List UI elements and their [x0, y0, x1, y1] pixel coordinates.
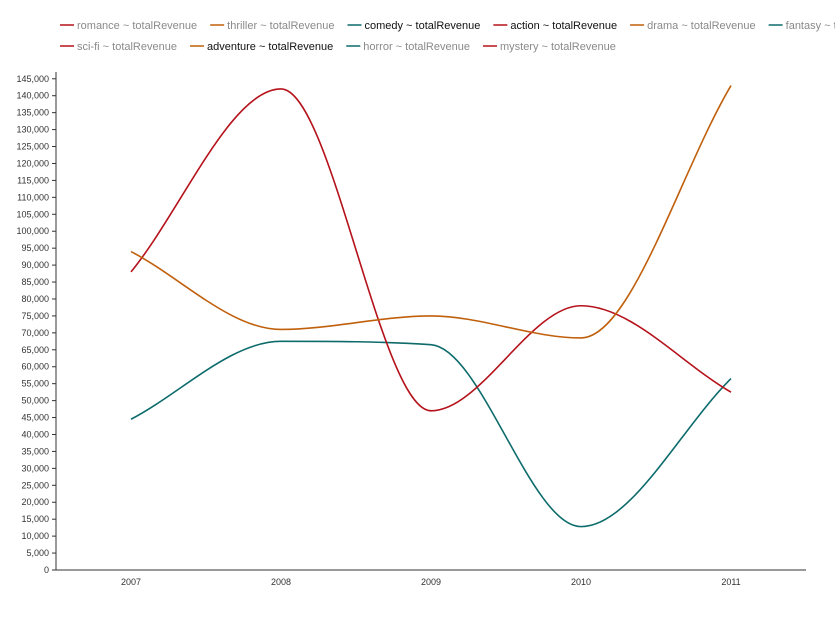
legend-label[interactable]: fantasy ~ totalRevenue [786, 20, 835, 32]
y-tick-label: 50,000 [21, 396, 49, 406]
legend-item[interactable]: mystery ~ totalRevenue [482, 41, 616, 53]
y-tick-label: 10,000 [21, 531, 49, 541]
y-tick-label: 120,000 [16, 158, 49, 168]
legend-label[interactable]: drama ~ totalRevenue [647, 20, 756, 32]
y-tick-label: 25,000 [21, 480, 49, 490]
y-tick-label: 115,000 [17, 175, 49, 185]
y-tick-label: 0 [44, 565, 49, 575]
x-tick-label: 2008 [271, 577, 291, 587]
series-line-comedy[interactable] [130, 340, 732, 528]
legend-item[interactable]: adventure ~ totalRevenue [189, 41, 333, 53]
legend-label[interactable]: horror ~ totalRevenue [363, 41, 470, 53]
legend-item[interactable]: action ~ totalRevenue [493, 20, 617, 32]
series-line-action[interactable] [130, 88, 732, 412]
y-tick-label: 110,000 [17, 192, 49, 202]
legend-label[interactable]: thriller ~ totalRevenue [227, 20, 334, 32]
y-tick-label: 45,000 [21, 413, 49, 423]
series-line-adventure[interactable] [130, 85, 732, 339]
y-tick-label: 55,000 [21, 379, 49, 389]
legend-label[interactable]: romance ~ totalRevenue [77, 20, 197, 32]
y-tick-label: 70,000 [21, 328, 49, 338]
y-tick-label: 60,000 [21, 362, 49, 372]
y-tick-label: 105,000 [16, 209, 49, 219]
x-tick-label: 2011 [721, 577, 740, 587]
legend: romance ~ totalRevenue thriller ~ totalRe… [60, 20, 835, 53]
y-tick-label: 135,000 [16, 108, 49, 118]
x-tick-label: 2007 [121, 577, 141, 587]
x-tick-label: 2010 [571, 577, 591, 587]
y-tick-label: 20,000 [21, 497, 49, 507]
legend-item[interactable]: comedy ~ totalRevenue [347, 20, 480, 32]
legend-label[interactable]: mystery ~ totalRevenue [500, 41, 616, 53]
legend-label[interactable]: sci-fi ~ totalRevenue [77, 41, 177, 53]
y-tick-label: 140,000 [16, 91, 49, 101]
y-tick-label: 15,000 [21, 514, 49, 524]
legend-item[interactable]: romance ~ totalRevenue [60, 20, 197, 32]
y-tick-label: 90,000 [21, 260, 49, 270]
legend-item[interactable]: sci-fi ~ totalRevenue [60, 41, 177, 53]
axes: 0 5,000 10,000 15,000 20,000 25,000 30,000 35,0… [16, 72, 806, 587]
y-tick-label: 95,000 [21, 243, 49, 253]
y-tick-label: 100,000 [16, 226, 49, 236]
y-tick-label: 130,000 [16, 125, 49, 135]
legend-item[interactable]: horror ~ totalRevenue [346, 41, 470, 53]
y-tick-label: 65,000 [21, 345, 49, 355]
legend-item[interactable]: thriller ~ totalRevenue [210, 20, 334, 32]
y-tick-label: 85,000 [21, 277, 49, 287]
x-tick-label: 2009 [421, 577, 441, 587]
y-tick-label: 30,000 [21, 463, 49, 473]
y-tick-label: 125,000 [16, 142, 49, 152]
y-tick-label: 80,000 [21, 294, 49, 304]
series-group [130, 85, 732, 528]
legend-label[interactable]: comedy ~ totalRevenue [364, 20, 480, 32]
legend-label[interactable]: adventure ~ totalRevenue [207, 41, 333, 53]
legend-item[interactable]: fantasy ~ totalRevenue [768, 20, 835, 32]
legend-label[interactable]: action ~ totalRevenue [510, 20, 617, 32]
y-tick-label: 5,000 [26, 548, 49, 558]
legend-item[interactable]: drama ~ totalRevenue [630, 20, 756, 32]
y-tick-label: 35,000 [21, 446, 49, 456]
y-tick-label: 75,000 [21, 311, 49, 321]
y-tick-label: 145,000 [16, 74, 49, 84]
y-tick-label: 40,000 [21, 429, 49, 439]
